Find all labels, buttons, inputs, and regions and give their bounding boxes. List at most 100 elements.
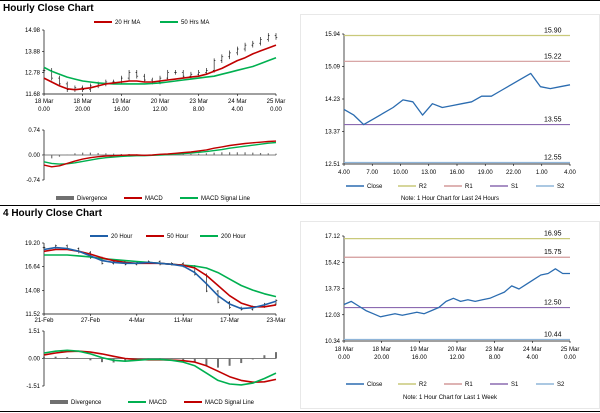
middle-divider	[0, 205, 600, 206]
y-tick-label: 0.00	[28, 153, 40, 159]
x-tick-label: 16.00	[412, 355, 428, 361]
chart-note: Note: 1 Hour Chart for Last 1 Week	[403, 395, 498, 401]
ma-50-line	[43, 56, 277, 85]
top-divider	[0, 0, 600, 1]
y-tick-label: 14.23	[325, 97, 341, 103]
y-tick-label: 12.78	[25, 71, 41, 77]
x-tick-label: 20 Mar	[151, 99, 170, 105]
level-label-r1: 15.75	[544, 249, 562, 256]
x-tick-label: 20.00	[75, 107, 91, 113]
legend-divergence-label: Divergence	[77, 196, 108, 202]
legend-close-label: Close	[367, 382, 383, 388]
x-tick-label: 17-Mar	[220, 318, 239, 324]
x-tick-label: 27-Feb	[81, 318, 101, 324]
macd-signal-line	[43, 350, 277, 384]
x-tick-label: 4.00	[526, 355, 538, 361]
x-tick-label: 4-Mar	[129, 318, 145, 324]
x-tick-label: 22.00	[506, 170, 522, 176]
macd-line	[43, 140, 277, 168]
legend-r2-label: R2	[419, 184, 427, 190]
x-tick-label: 18 Mar	[73, 99, 92, 105]
y-tick-label: 1.51	[28, 329, 40, 335]
x-tick-label: 12.00	[152, 107, 168, 113]
legend-s1-label: S1	[511, 382, 519, 388]
y-tick-label: 13.37	[325, 130, 341, 136]
x-tick-label: 0.00	[564, 355, 576, 361]
x-tick-label: 16.00	[449, 170, 465, 176]
x-tick-label: 4.00	[231, 107, 243, 113]
legend-macd-signal-label: MACD Signal Line	[201, 196, 251, 202]
macd-line	[43, 349, 277, 386]
legend-s1-label: S1	[511, 184, 519, 190]
level-label-s1: 12.50	[544, 300, 562, 307]
x-tick-label: 23 Mar	[189, 99, 208, 105]
x-tick-label: 21-Feb	[34, 318, 54, 324]
x-tick-label: 20 Mar	[448, 347, 467, 353]
hourly-1h-chart: 15.94 15.09 14.23 13.37 12.51 15.90 15.22 13.55…	[300, 14, 600, 204]
level-label-r2: 16.95	[544, 231, 562, 238]
x-tick-label: 18 Mar	[335, 347, 354, 353]
y-tick-label: 10.34	[325, 339, 341, 345]
legend-200-hour-label: 200 Hour	[221, 234, 246, 240]
y-tick-label: 11.68	[25, 92, 40, 98]
y-tick-label: 15.94	[325, 32, 341, 38]
x-tick-label: 23-Mar	[266, 318, 285, 324]
y-tick-label: 12.03	[325, 313, 341, 319]
y-tick-label: 14.98	[25, 28, 41, 34]
four-hourly-1h-chart: 17.12 15.42 13.73 12.03 10.34 16.95 15.75 12.50…	[300, 221, 600, 409]
ma-20-line	[43, 44, 277, 91]
y-tick-label: 13.73	[325, 287, 341, 293]
x-tick-label: 25 Mar	[561, 347, 580, 353]
y-tick-label: 13.88	[25, 49, 41, 55]
ma-20-line	[43, 246, 277, 310]
y-tick-label: -1.51	[26, 384, 40, 390]
ma-50-line	[43, 248, 277, 308]
level-label-r1: 15.22	[544, 53, 562, 60]
hourly-section-title: Hourly Close Chart	[3, 3, 94, 14]
hourly-macd-chart: 0.74 0.00 -0.74 Divergence MACD MACD Signal L…	[26, 128, 277, 202]
x-tick-label: 16.00	[114, 107, 130, 113]
level-label-s2: 10.44	[544, 331, 562, 338]
legend-50-hour-label: 50 Hour	[167, 234, 188, 240]
legend-s2-label: S2	[557, 382, 565, 388]
four-hourly-macd-chart: 1.51 0.00 -1.51 Divergence MACD MACD Signal L…	[26, 329, 277, 406]
x-tick-label: 7.00	[366, 170, 378, 176]
legend-macd-signal-label: MACD Signal Line	[205, 400, 255, 406]
close-line	[343, 72, 571, 126]
y-tick-label: 15.42	[325, 260, 341, 266]
legend-r1-label: R1	[465, 382, 473, 388]
bottom-divider	[0, 411, 600, 412]
x-tick-label: 0.00	[38, 107, 50, 113]
y-tick-label: 11.52	[25, 312, 40, 318]
x-tick-label: 11-Mar	[174, 318, 193, 324]
x-tick-label: 0.00	[270, 107, 282, 113]
x-tick-label: 18 Mar	[372, 347, 391, 353]
legend-macd-label: MACD	[145, 196, 163, 202]
legend-s2-label: S2	[557, 184, 565, 190]
legend-20hr-ma-label: 20 Hr MA	[115, 20, 140, 26]
level-label-r2: 15.90	[544, 28, 562, 35]
level-label-s2: 12.55	[544, 154, 562, 161]
chart-note: Note: 1 Hour Chart for Last 24 Hours	[401, 196, 499, 202]
x-tick-label: 25 Mar	[267, 99, 286, 105]
legend-r1-label: R1	[465, 184, 473, 190]
x-tick-label: 4.00	[338, 170, 350, 176]
x-tick-label: 13.00	[421, 170, 437, 176]
y-tick-label: 0.74	[28, 128, 40, 134]
y-tick-label: 15.09	[325, 65, 341, 71]
y-tick-label: 19.20	[25, 241, 41, 247]
y-tick-label: -0.74	[26, 178, 40, 184]
x-tick-label: 8.00	[193, 107, 205, 113]
y-tick-label: 0.00	[28, 357, 40, 363]
x-tick-label: 19 Mar	[410, 347, 429, 353]
x-tick-label: 0.00	[338, 355, 350, 361]
x-tick-label: 20.00	[374, 355, 390, 361]
legend-20-hour-label: 20 Hour	[111, 234, 132, 240]
x-tick-label: 24 Mar	[523, 347, 542, 353]
x-tick-label: 12.00	[449, 355, 465, 361]
level-label-s1: 13.55	[544, 117, 562, 124]
four-hourly-section-title: 4 Hourly Close Chart	[3, 208, 102, 219]
y-tick-label: 16.64	[25, 265, 41, 271]
close-line	[343, 268, 570, 318]
